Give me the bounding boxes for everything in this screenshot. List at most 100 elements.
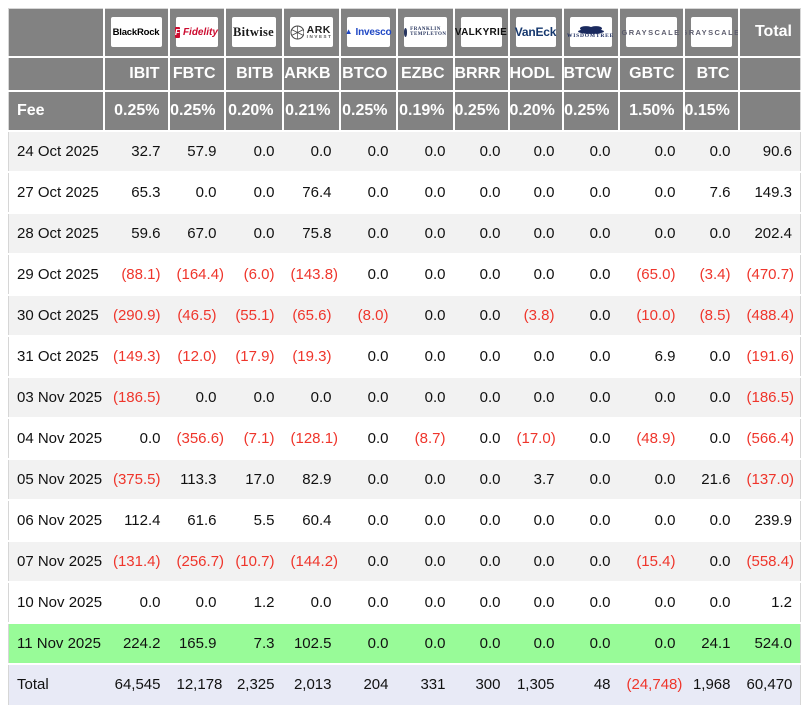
value-cell-btcw: 0.0 [562, 253, 619, 296]
ticker-total-spacer [738, 56, 801, 92]
value-cell-brrr: 0.0 [453, 458, 509, 501]
value-cell-bitb: 0.0 [224, 212, 283, 255]
ticker-header-brrr: BRRR [453, 56, 510, 92]
total-cell-brrr: 300 [453, 663, 509, 707]
wisdomtree-wordmark: WISDOMTREE [567, 25, 614, 40]
ticker-header-hodl: HODL [508, 56, 564, 92]
date-cell: 04 Nov 2025 [8, 417, 104, 460]
fidelity-f-icon: F [175, 26, 180, 38]
issuer-logo-invesco: ▲ Invesco [345, 17, 392, 48]
value-cell-ezbc: (8.7) [396, 417, 454, 460]
value-cell-ezbc: 0.0 [396, 458, 454, 501]
value-cell-brrr: 0.0 [453, 499, 509, 542]
value-cell-ezbc: 0.0 [396, 335, 454, 378]
value-cell-gbtc: (15.4) [618, 540, 684, 583]
value-cell-btc: 0.0 [683, 335, 739, 378]
value-cell-fbtc: 165.9 [168, 622, 225, 665]
issuer-logo-wisdomtree: WISDOMTREE [567, 17, 614, 48]
value-cell-btco: 0.0 [339, 376, 397, 419]
value-cell-brrr: 0.0 [453, 171, 509, 214]
fee-ezbc: 0.19% [396, 90, 455, 132]
value-cell-brrr: 0.0 [453, 335, 509, 378]
table-body: 24 Oct 2025 32.7 57.9 0.0 0.0 0.0 0.0 0.0 0.0 0.0… [8, 130, 801, 707]
row-total-cell: 524.0 [738, 622, 801, 665]
value-cell-brrr: 0.0 [453, 253, 509, 296]
value-cell-arkb: 75.8 [282, 212, 340, 255]
value-cell-brrr: 0.0 [453, 376, 509, 419]
value-cell-btcw: 0.0 [562, 376, 619, 419]
value-cell-fbtc: 0.0 [168, 581, 225, 624]
date-cell: 07 Nov 2025 [8, 540, 104, 583]
value-cell-ezbc: 0.0 [396, 540, 454, 583]
date-cell: 29 Oct 2025 [8, 253, 104, 296]
grayscale-wordmark: GRAYSCALE [621, 27, 681, 37]
total-column-header: Total [738, 8, 801, 58]
row-total-cell: (186.5) [738, 376, 801, 419]
grand-total-cell: 60,470 [738, 663, 801, 707]
value-cell-hodl: 0.0 [508, 376, 563, 419]
value-cell-ezbc: 0.0 [396, 622, 454, 665]
value-cell-hodl: 0.0 [508, 171, 563, 214]
value-cell-btc: 0.0 [683, 376, 739, 419]
value-cell-fbtc: (12.0) [168, 335, 225, 378]
row-total-cell: (137.0) [738, 458, 801, 501]
franklin-head-icon [403, 27, 408, 37]
flow-row-03-nov-2025: 03 Nov 2025 (186.5) 0.0 0.0 0.0 0.0 0.0 0.0 0.0 0… [8, 376, 801, 419]
issuer-header-fbtc: F Fidelity [168, 8, 226, 58]
ark-circle-icon [290, 25, 304, 40]
issuer-logo-franklin: FRANKLIN TEMPLETON [403, 17, 447, 48]
franklin-wordmark: FRANKLIN TEMPLETON [410, 27, 446, 39]
value-cell-ezbc: 0.0 [396, 499, 454, 542]
value-cell-fbtc: (164.4) [168, 253, 225, 296]
issuer-logo-ark: ARK INVEST [289, 17, 333, 48]
date-cell: 11 Nov 2025 [8, 622, 104, 665]
totals-label-cell: Total [8, 663, 104, 707]
value-cell-btc: 0.0 [683, 540, 739, 583]
value-cell-bitb: (7.1) [224, 417, 283, 460]
value-cell-btco: 0.0 [339, 499, 397, 542]
value-cell-btc: 24.1 [683, 622, 739, 665]
value-cell-btco: 0.0 [339, 171, 397, 214]
wisdomtree-tree-icon [577, 26, 604, 34]
total-cell-ezbc: 331 [396, 663, 454, 707]
value-cell-ibit: (131.4) [103, 540, 169, 583]
row-total-cell: (566.4) [738, 417, 801, 460]
issuer-logo-bitwise: Bitwise [231, 17, 276, 48]
value-cell-hodl: 0.0 [508, 540, 563, 583]
row-total-cell: 90.6 [738, 130, 801, 173]
total-cell-fbtc: 12,178 [168, 663, 225, 707]
fee-hodl: 0.20% [508, 90, 564, 132]
value-cell-brrr: 0.0 [453, 130, 509, 173]
date-cell: 28 Oct 2025 [8, 212, 104, 255]
value-cell-fbtc: (46.5) [168, 294, 225, 337]
value-cell-ibit: (375.5) [103, 458, 169, 501]
issuer-logo-blackrock: BlackRock [110, 17, 162, 48]
value-cell-btc: 0.0 [683, 417, 739, 460]
value-cell-btcw: 0.0 [562, 540, 619, 583]
row-total-cell: 149.3 [738, 171, 801, 214]
value-cell-btco: 0.0 [339, 417, 397, 460]
value-cell-arkb: 60.4 [282, 499, 340, 542]
value-cell-hodl: 0.0 [508, 499, 563, 542]
fee-total-spacer [738, 90, 801, 132]
value-cell-hodl: 3.7 [508, 458, 563, 501]
date-cell: 10 Nov 2025 [8, 581, 104, 624]
value-cell-arkb: 82.9 [282, 458, 340, 501]
value-cell-ezbc: 0.0 [396, 581, 454, 624]
ticker-header-btco: BTCO [339, 56, 398, 92]
value-cell-btco: 0.0 [339, 581, 397, 624]
ticker-row: IBIT FBTC BITB ARKB BTCO EZBC BRRR HODL BTCW GBTC… [8, 56, 801, 92]
ticker-header-btc: BTC [683, 56, 740, 92]
ticker-header-gbtc: GBTC [618, 56, 685, 92]
flow-row-11-nov-2025: 11 Nov 2025 224.2 165.9 7.3 102.5 0.0 0.0 0.0 0.… [8, 622, 801, 665]
issuer-header-brrr: VALKYRIE [453, 8, 510, 58]
ticker-header-btcw: BTCW [562, 56, 620, 92]
value-cell-btcw: 0.0 [562, 622, 619, 665]
row-total-cell: (558.4) [738, 540, 801, 583]
value-cell-gbtc: 0.0 [618, 622, 684, 665]
flow-row-04-nov-2025: 04 Nov 2025 0.0 (356.6) (7.1) (128.1) 0.0 (8.7… [8, 417, 801, 460]
value-cell-fbtc: 0.0 [168, 171, 225, 214]
value-cell-ezbc: 0.0 [396, 171, 454, 214]
value-cell-arkb: 76.4 [282, 171, 340, 214]
value-cell-gbtc: (48.9) [618, 417, 684, 460]
